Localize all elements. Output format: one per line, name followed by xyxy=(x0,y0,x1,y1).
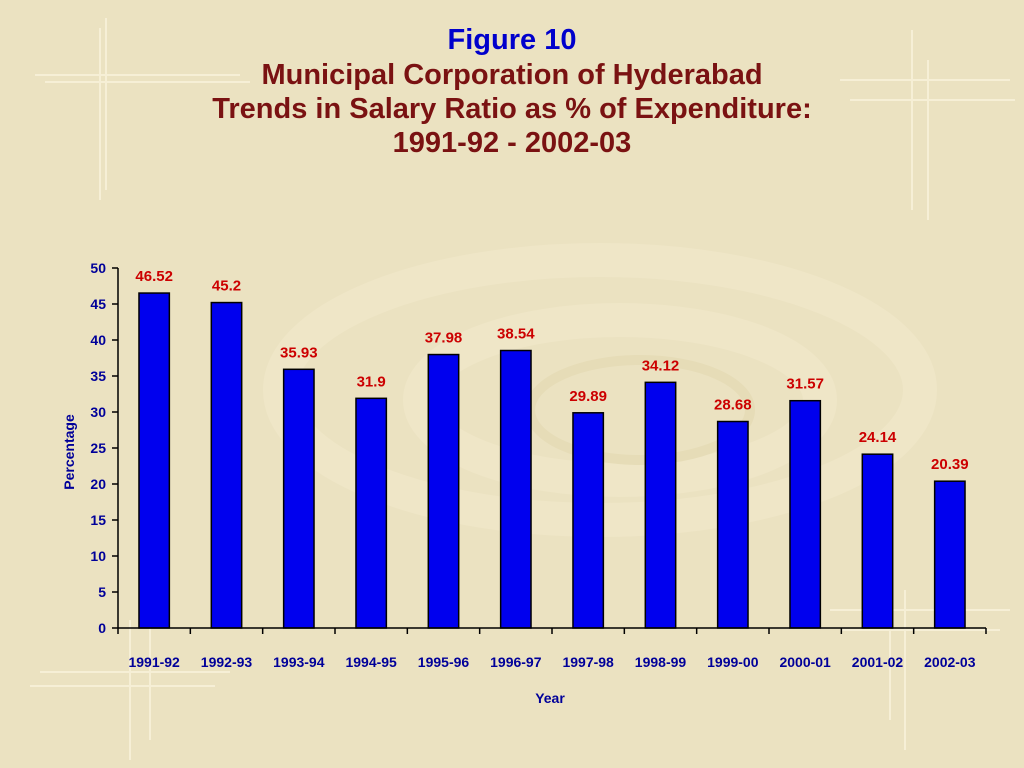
data-label-1998-99: 34.12 xyxy=(642,357,680,374)
y-axis-ticks: 0 5 10 15 20 25 30 35 40 45 50 xyxy=(90,260,118,636)
chart-title-line-3: 1991-92 - 2002-03 xyxy=(392,127,632,159)
bar-2001-02 xyxy=(861,453,894,629)
data-label-1999-00: 28.68 xyxy=(714,397,752,414)
y-tick-label: 0 xyxy=(98,620,106,636)
data-label-1996-97: 38.54 xyxy=(497,326,535,343)
bar-series xyxy=(138,292,966,629)
y-tick-label: 45 xyxy=(90,296,106,312)
bar-1999-00 xyxy=(716,420,749,629)
x-axis-ticks: 1991-92 1992-93 1993-94 1994-95 1995-96 1996-… xyxy=(117,628,987,670)
bar-1992-93 xyxy=(210,301,243,629)
data-label-2002-03: 20.39 xyxy=(931,456,969,473)
y-tick-label: 30 xyxy=(90,404,106,420)
x-tick-label: 1997-98 xyxy=(562,654,614,670)
y-tick-label: 50 xyxy=(90,260,106,276)
y-tick-label: 20 xyxy=(90,476,106,492)
bar-2000-01 xyxy=(789,399,822,629)
x-tick-label: 1991-92 xyxy=(128,654,180,670)
x-tick-label: 2002-03 xyxy=(924,654,976,670)
x-axis-title: Year xyxy=(535,690,565,706)
chart-title-block: Figure 10 Municipal Corporation of Hyder… xyxy=(0,22,1024,160)
data-label-2000-01: 31.57 xyxy=(786,376,824,393)
y-tick-label: 15 xyxy=(90,512,106,528)
x-tick-label: 1996-97 xyxy=(490,654,542,670)
data-label-1997-98: 29.89 xyxy=(569,388,607,405)
y-tick-label: 10 xyxy=(90,548,106,564)
data-label-1995-96: 37.98 xyxy=(425,330,463,347)
x-tick-label: 1994-95 xyxy=(345,654,397,670)
bar-1997-98 xyxy=(572,412,605,629)
data-label-2001-02: 24.14 xyxy=(859,429,897,446)
x-tick-label: 1992-93 xyxy=(201,654,253,670)
y-tick-label: 25 xyxy=(90,440,106,456)
data-labels: 46.52 45.2 35.93 31.9 37.98 38.54 29.89 34.12 28… xyxy=(135,268,968,473)
bar-1994-95 xyxy=(355,397,388,629)
x-tick-label: 2001-02 xyxy=(852,654,904,670)
x-tick-label: 1999-00 xyxy=(707,654,759,670)
bar-2002-03 xyxy=(933,480,966,629)
x-tick-label: 1995-96 xyxy=(418,654,470,670)
y-axis-title: Percentage xyxy=(61,414,77,490)
bar-1998-99 xyxy=(644,381,677,629)
bar-1993-94 xyxy=(282,368,315,629)
x-tick-label: 1993-94 xyxy=(273,654,325,670)
data-label-1992-93: 45.2 xyxy=(212,278,241,295)
bar-1995-96 xyxy=(427,353,460,629)
data-label-1991-92: 46.52 xyxy=(135,268,173,285)
x-tick-label: 1998-99 xyxy=(635,654,687,670)
bar-1991-92 xyxy=(138,292,171,629)
chart-title-line-2: Trends in Salary Ratio as % of Expenditu… xyxy=(212,93,812,125)
data-label-1994-95: 31.9 xyxy=(357,373,386,390)
y-tick-label: 35 xyxy=(90,368,106,384)
y-tick-label: 5 xyxy=(98,584,106,600)
figure-label: Figure 10 xyxy=(447,24,577,56)
chart-title-line-1: Municipal Corporation of Hyderabad xyxy=(261,59,763,91)
data-label-1993-94: 35.93 xyxy=(280,344,318,361)
y-tick-label: 40 xyxy=(90,332,106,348)
bar-1996-97 xyxy=(499,349,532,629)
x-tick-label: 2000-01 xyxy=(779,654,831,670)
